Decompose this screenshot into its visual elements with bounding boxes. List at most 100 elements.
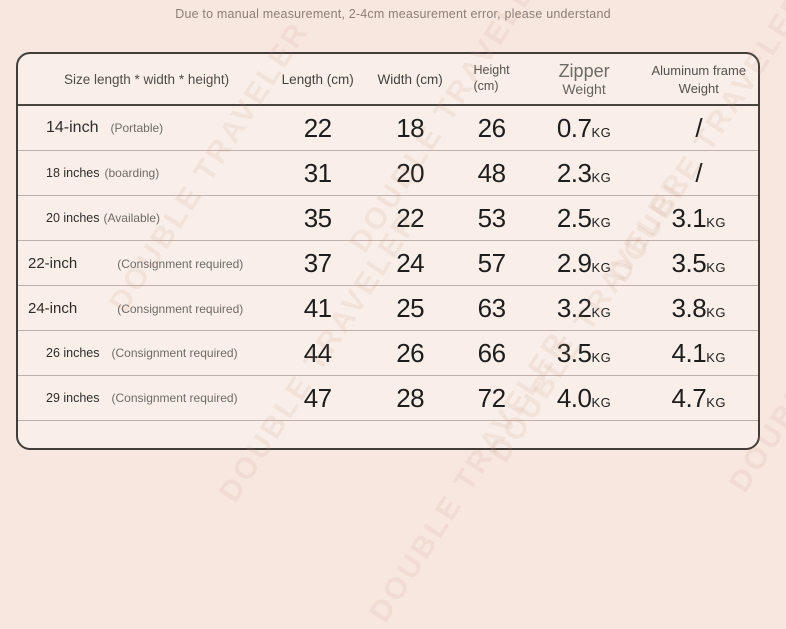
height-cell: 57 (477, 247, 506, 278)
zipper-weight-cell: 3.5KG (529, 338, 640, 369)
table-row: 20 inches (Available) 35 22 53 2.5KG 3.1… (18, 196, 758, 241)
zipper-value: 2.9 (556, 247, 592, 278)
size-label: 20 inches (46, 211, 100, 225)
size-cell: 24-inch (Consignment required) (18, 300, 270, 317)
width-cell: 28 (396, 382, 425, 413)
width-cell: 20 (396, 157, 425, 188)
size-label: 29 inches (46, 391, 100, 405)
zipper-weight-cell: 3.2KG (529, 293, 640, 324)
size-cell: 22-inch (Consignment required) (18, 255, 270, 272)
frame-value: 3.8 (671, 292, 707, 323)
frame-value: 3.1 (671, 202, 707, 233)
size-label: 18 inches (46, 166, 100, 180)
header-height-line2: (cm) (473, 78, 499, 93)
header-length: Length (cm) (281, 71, 354, 87)
frame-unit: KG (706, 304, 726, 320)
size-note: (Consignment required) (111, 391, 238, 405)
zipper-weight-cell: 2.3KG (529, 158, 640, 189)
table-row: 22-inch (Consignment required) 37 24 57 … (18, 241, 758, 286)
size-cell: 26 inches (Consignment required) (18, 346, 270, 360)
zipper-weight-cell: 2.5KG (529, 203, 640, 234)
zipper-unit: KG (591, 169, 612, 185)
zipper-unit: KG (591, 214, 612, 230)
zipper-unit: KG (591, 394, 612, 410)
frame-weight-cell: 4.7KG (640, 383, 758, 414)
size-note: (Consignment required) (117, 256, 244, 271)
header-width: Width (cm) (377, 71, 443, 87)
width-cell: 25 (396, 292, 425, 323)
frame-weight-cell: / (640, 113, 758, 144)
size-note: (Available) (103, 211, 160, 225)
height-cell: 53 (477, 202, 506, 233)
frame-value: 4.1 (671, 337, 707, 368)
header-zipper-weight: Zipper Weight (529, 61, 640, 98)
frame-value: / (695, 112, 703, 143)
width-cell: 18 (396, 112, 425, 143)
table-row: 18 inches (boarding) 31 20 48 2.3KG / (18, 151, 758, 196)
length-cell: 35 (303, 202, 332, 233)
table-row: 24-inch (Consignment required) 41 25 63 … (18, 286, 758, 331)
length-cell: 41 (303, 292, 332, 323)
zipper-value: 3.5 (556, 337, 592, 368)
table-row: 26 inches (Consignment required) 44 26 6… (18, 331, 758, 376)
header-height: Height (cm) (455, 63, 529, 95)
header-frame-line2: Weight (678, 80, 719, 96)
width-cell: 22 (396, 202, 425, 233)
size-cell: 29 inches (Consignment required) (18, 391, 270, 405)
frame-weight-cell: 4.1KG (640, 338, 758, 369)
size-label: 26 inches (46, 346, 100, 360)
frame-value: 4.7 (671, 382, 707, 413)
frame-weight-cell: 3.1KG (640, 203, 758, 234)
size-label: 14-inch (46, 119, 99, 136)
size-note: (Consignment required) (117, 301, 244, 316)
height-cell: 72 (477, 382, 506, 413)
size-cell: 14-inch (Portable) (18, 119, 270, 137)
zipper-unit: KG (591, 349, 612, 365)
frame-unit: KG (706, 259, 726, 275)
table-row: 29 inches (Consignment required) 47 28 7… (18, 376, 758, 421)
frame-unit: KG (706, 214, 726, 230)
measurement-disclaimer: Due to manual measurement, 2-4cm measure… (175, 7, 611, 21)
size-note: (Portable) (110, 121, 164, 135)
length-cell: 37 (303, 247, 332, 278)
zipper-weight-cell: 2.9KG (529, 248, 640, 279)
width-cell: 26 (396, 337, 425, 368)
size-cell: 20 inches (Available) (18, 211, 270, 225)
frame-weight-cell: 3.5KG (640, 248, 758, 279)
header-aluminum-frame-weight: Aluminum frame Weight (640, 62, 758, 95)
header-size: Size length * width * height) (64, 71, 230, 87)
length-cell: 47 (303, 382, 332, 413)
zipper-value: 2.3 (556, 157, 592, 188)
table-row: 14-inch (Portable) 22 18 26 0.7KG / (18, 106, 758, 151)
table-header-row: Size length * width * height) Length (cm… (18, 54, 758, 106)
frame-value: 3.5 (671, 247, 707, 278)
frame-unit: KG (706, 349, 726, 365)
size-label: 22-inch (28, 254, 78, 272)
length-cell: 31 (303, 157, 332, 188)
frame-weight-cell: / (640, 158, 758, 189)
header-frame-line1: Aluminum frame (651, 63, 747, 79)
frame-weight-cell: 3.8KG (640, 293, 758, 324)
height-cell: 63 (477, 292, 506, 323)
zipper-weight-cell: 4.0KG (529, 383, 640, 414)
length-cell: 22 (303, 112, 332, 143)
height-cell: 26 (477, 112, 506, 143)
frame-value: / (695, 157, 703, 188)
height-cell: 66 (477, 337, 506, 368)
zipper-unit: KG (591, 304, 612, 320)
size-note: (Consignment required) (111, 346, 238, 360)
zipper-value: 4.0 (556, 382, 592, 413)
zipper-weight-cell: 0.7KG (529, 113, 640, 144)
zipper-value: 2.5 (556, 202, 592, 233)
zipper-unit: KG (591, 124, 612, 140)
length-cell: 44 (303, 337, 332, 368)
height-cell: 48 (477, 157, 506, 188)
zipper-value: 0.7 (556, 112, 592, 143)
size-cell: 18 inches (boarding) (18, 166, 270, 180)
size-label: 24-inch (28, 299, 78, 317)
width-cell: 24 (396, 247, 425, 278)
header-height-line1: Height (473, 63, 510, 78)
size-note: (boarding) (104, 166, 160, 180)
header-zipper-line2: Weight (562, 81, 606, 98)
header-zipper-line1: Zipper (558, 60, 610, 81)
